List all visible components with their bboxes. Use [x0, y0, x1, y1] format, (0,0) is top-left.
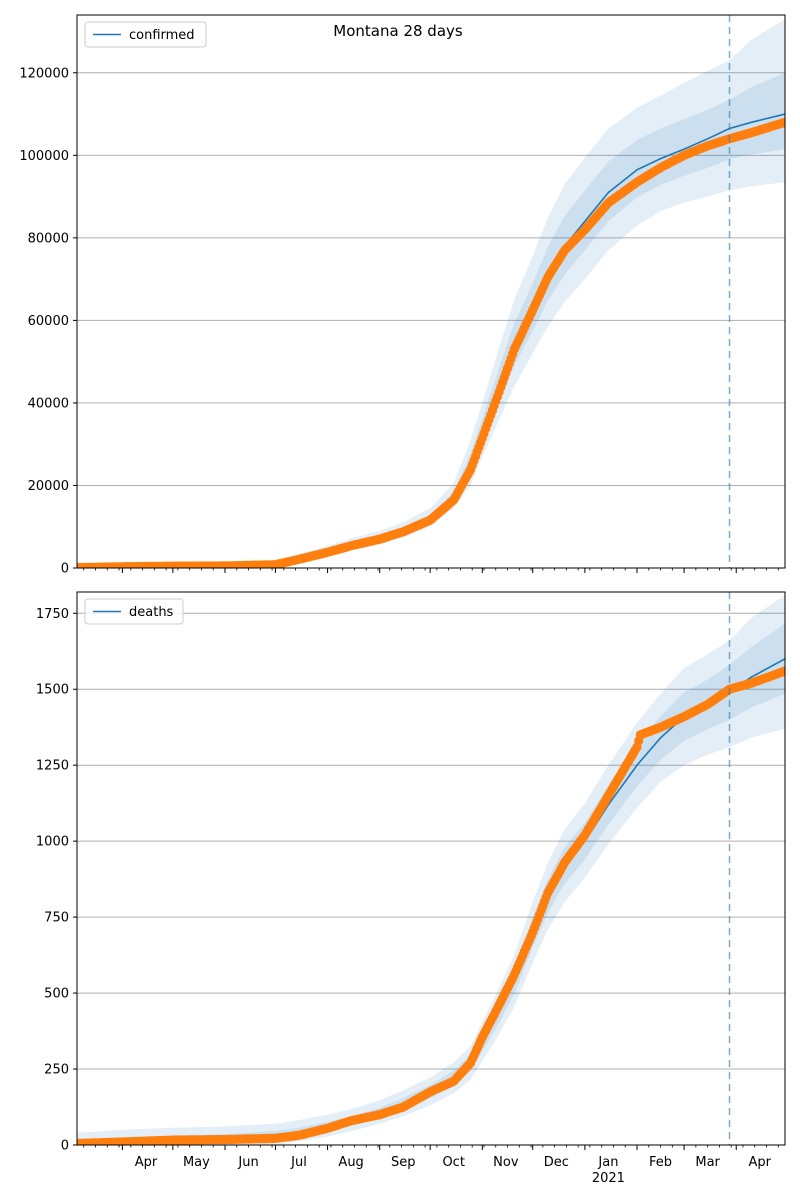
y-tick-label: 1000 [36, 835, 69, 850]
x-tick-label: Jan [597, 1155, 618, 1170]
x-tick-label: Apr [135, 1155, 158, 1170]
legend-box [84, 598, 184, 625]
legend-label: confirmed [129, 28, 195, 43]
plot-area [77, 595, 785, 1145]
y-tick-label: 1500 [36, 683, 69, 698]
y-tick-label: 250 [44, 1063, 69, 1078]
x-tick-label: Oct [442, 1155, 464, 1170]
deaths-observed-point [780, 666, 785, 676]
confirmed-observed-point [780, 117, 785, 127]
confirmed-panel: 0 20000 40000 60000 80000 100000 120000 confirm… [19, 14, 786, 577]
legend-label: deaths [129, 605, 174, 620]
x-year-label: 2021 [592, 1171, 625, 1186]
x-tick-label: Feb [649, 1155, 672, 1170]
uncertainty-band-inner [77, 72, 785, 568]
y-tick-label: 1750 [36, 607, 69, 622]
y-tick-label: 750 [44, 911, 69, 926]
legend: deaths [84, 598, 184, 625]
x-tick-label: Jul [290, 1155, 307, 1170]
uncertainty-band-outer [77, 595, 785, 1145]
x-tick-label: Apr [749, 1155, 772, 1170]
uncertainty-band-outer [77, 19, 785, 568]
y-tick-label: 40000 [28, 396, 69, 411]
x-tick-label: Dec [544, 1155, 569, 1170]
y-tick-label: 0 [61, 562, 69, 577]
legend-box [84, 21, 207, 48]
y-tick-label: 80000 [28, 231, 69, 246]
y-tick-label: 20000 [28, 479, 69, 494]
y-tick-label: 0 [61, 1139, 69, 1154]
x-tick-label: Mar [695, 1155, 720, 1170]
figure-title: Montana 28 days [333, 22, 463, 40]
x-tick-label: Jun [237, 1155, 258, 1170]
x-tick-label: Sep [391, 1155, 416, 1170]
y-tick-label: 60000 [28, 314, 69, 329]
y-tick-label: 500 [44, 987, 69, 1002]
x-tick-label: Nov [493, 1155, 519, 1170]
plot-area [77, 19, 785, 568]
x-tick-label: May [183, 1155, 210, 1170]
legend: confirmed [84, 21, 207, 48]
axes-frame [76, 14, 786, 569]
uncertainty-band-inner [77, 623, 785, 1145]
y-tick-label: 120000 [19, 66, 69, 81]
x-tick-label: Aug [338, 1155, 363, 1170]
y-tick-label: 100000 [19, 149, 69, 164]
y-tick-label: 1250 [36, 759, 69, 774]
axes-frame [76, 591, 786, 1146]
deaths-panel: 0 250 500 750 1000 1250 1500 1750 Apr May Jun Jul Au… [36, 591, 786, 1186]
